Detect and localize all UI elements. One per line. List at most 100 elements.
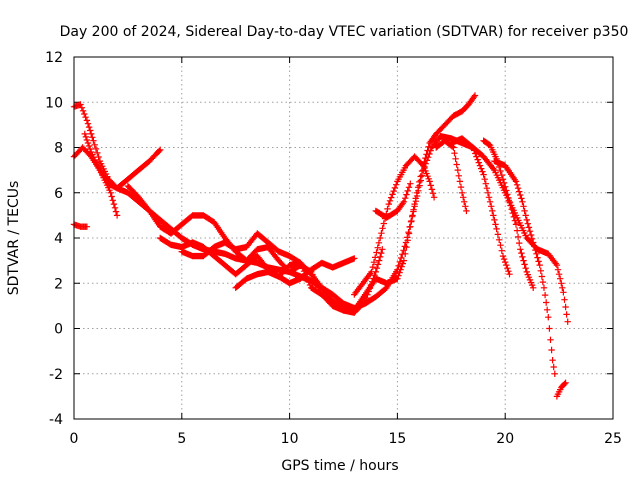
data-point — [502, 255, 504, 257]
data-point — [549, 339, 552, 341]
data-point — [310, 280, 313, 282]
data-point — [379, 237, 382, 239]
data-point — [482, 173, 485, 176]
data-point — [385, 287, 388, 289]
data-point — [444, 124, 446, 126]
data-point — [489, 201, 491, 203]
data-point — [84, 133, 86, 135]
data-point — [202, 246, 205, 248]
y-tick-label: -4 — [49, 412, 63, 428]
data-point — [331, 266, 334, 269]
data-point — [86, 225, 88, 228]
data-point — [191, 241, 194, 244]
data-point — [137, 196, 140, 199]
data-point — [310, 287, 313, 289]
data-point — [342, 302, 345, 305]
data-point — [202, 214, 205, 217]
data-point — [526, 237, 528, 239]
data-point — [422, 164, 425, 167]
data-point — [213, 250, 215, 253]
data-point — [245, 277, 248, 280]
data-point — [556, 264, 558, 266]
data-point — [457, 169, 459, 171]
data-point — [278, 259, 280, 262]
data-point — [234, 248, 237, 251]
data-point — [495, 228, 498, 230]
data-point — [409, 182, 412, 185]
data-point — [375, 277, 377, 280]
data-point — [515, 180, 517, 183]
data-point — [452, 115, 455, 117]
data-point — [526, 271, 528, 273]
x-tick-label: 0 — [70, 431, 79, 447]
data-point — [405, 164, 407, 167]
data-point — [256, 232, 259, 235]
data-point — [278, 268, 280, 271]
series-track-h — [232, 259, 347, 312]
y-tick-label: 4 — [54, 231, 63, 247]
data-point — [109, 192, 112, 194]
data-point — [493, 169, 496, 171]
data-point — [86, 119, 88, 122]
series-track-i — [351, 153, 438, 298]
data-point — [224, 264, 226, 266]
data-point — [428, 180, 431, 183]
data-point — [504, 164, 507, 167]
data-point — [181, 246, 183, 248]
data-point — [564, 382, 567, 384]
data-point — [234, 287, 237, 289]
data-point — [370, 271, 373, 273]
data-point — [234, 257, 237, 260]
data-point — [364, 300, 366, 303]
data-point — [450, 142, 453, 144]
data-point — [556, 395, 558, 398]
y-tick-label: -2 — [49, 367, 63, 383]
data-point — [396, 180, 399, 183]
data-point — [508, 201, 511, 203]
y-tick-label: 0 — [54, 322, 63, 338]
data-point — [90, 151, 92, 153]
data-point — [409, 225, 412, 228]
data-point — [403, 259, 405, 262]
data-point — [127, 185, 129, 187]
data-point — [321, 262, 323, 264]
data-point — [299, 262, 302, 264]
data-point — [159, 149, 161, 151]
data-point — [321, 293, 323, 296]
y-tick-label: 6 — [54, 186, 63, 202]
data-point — [504, 192, 507, 194]
data-point — [474, 94, 476, 97]
data-point — [450, 137, 453, 140]
data-point — [170, 244, 172, 246]
data-point — [256, 255, 259, 257]
data-point — [159, 237, 161, 239]
data-point — [521, 201, 524, 203]
data-point — [170, 232, 172, 235]
data-point — [562, 291, 565, 294]
x-tick-label: 25 — [604, 431, 622, 447]
data-point — [489, 144, 491, 146]
data-point — [202, 255, 205, 257]
series-track-j — [372, 180, 414, 221]
data-point — [381, 248, 384, 251]
data-point — [375, 210, 377, 212]
data-point — [79, 225, 82, 228]
data-point — [191, 255, 194, 257]
data-point — [310, 268, 313, 271]
data-point — [256, 248, 259, 251]
data-point — [224, 237, 226, 239]
data-point — [472, 146, 474, 149]
data-point — [547, 316, 550, 319]
y-tick-labels: -4 -2 0 2 4 6 8 10 12 — [45, 50, 63, 428]
data-point — [461, 110, 463, 113]
series-track-g — [178, 92, 479, 314]
data-points — [70, 92, 571, 400]
data-point — [278, 275, 280, 278]
x-tick-label: 20 — [496, 431, 514, 447]
data-point — [538, 264, 541, 266]
data-point — [331, 293, 334, 296]
data-point — [213, 246, 215, 248]
data-point — [515, 223, 517, 226]
plot-frame — [73, 56, 614, 420]
